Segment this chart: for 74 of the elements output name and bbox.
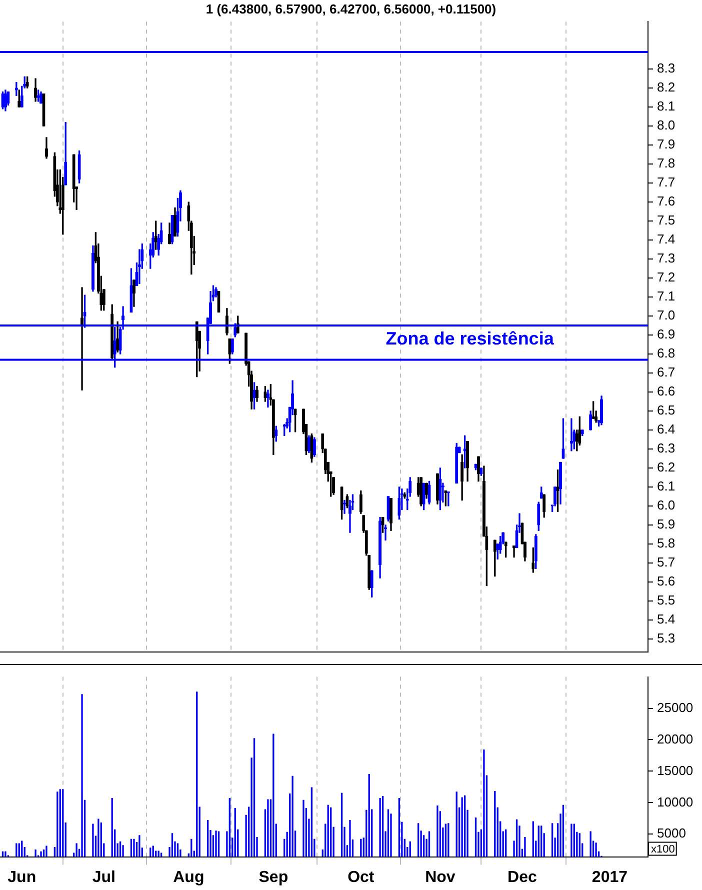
candlestick <box>389 498 393 531</box>
y-tick-label: 25000 <box>657 700 694 715</box>
y-tick-label: 5.4 <box>657 611 676 626</box>
y-tick-label: 7.9 <box>657 136 676 152</box>
y-tick-label: 5.7 <box>657 554 676 570</box>
y-tick-label: 10000 <box>657 794 694 810</box>
y-tick-label: 5.5 <box>657 592 676 608</box>
y-tick-label: 6.6 <box>657 384 676 399</box>
y-tick-label: 8.1 <box>657 98 676 114</box>
y-tick-label: 6.8 <box>657 346 676 361</box>
x-tick-label: Sep <box>258 868 288 886</box>
y-tick-label: 6.3 <box>657 440 676 456</box>
x-tick-label: Aug <box>173 868 204 886</box>
y-tick-label: 8.3 <box>657 60 676 76</box>
x-tick-label: Jul <box>92 868 116 886</box>
candlestick <box>359 490 362 514</box>
y-tick-label: 5.8 <box>657 536 676 551</box>
y-tick-label: 7.7 <box>657 174 676 190</box>
x-tick-label: Dec <box>508 868 537 886</box>
y-tick-label: 5.6 <box>657 574 676 588</box>
x-tick-label: 2017 <box>592 868 628 886</box>
candlestick <box>217 290 220 313</box>
y-tick-label: 5.3 <box>657 630 676 646</box>
candlestick <box>340 486 344 520</box>
y-tick-label: 6.2 <box>657 460 676 475</box>
candlestick <box>228 338 232 364</box>
y-axis-title: x100 <box>651 843 675 856</box>
x-tick-label: Nov <box>425 868 456 886</box>
y-tick-label: 6.7 <box>657 364 676 380</box>
candlestick <box>425 482 428 499</box>
candlestick <box>542 494 546 518</box>
y-tick-label: 5.9 <box>657 516 676 532</box>
candlestick <box>493 540 496 577</box>
candlestick <box>556 470 560 512</box>
y-tick-label: 15000 <box>657 762 694 778</box>
y-tick-label: 7.4 <box>657 232 676 247</box>
candlestick <box>42 93 46 126</box>
y-tick-label: 7.1 <box>657 288 676 304</box>
y-tick-label: 7.8 <box>657 156 676 171</box>
candlestick <box>403 492 406 499</box>
y-tick-label: 20000 <box>657 731 694 746</box>
candlestick <box>264 386 267 402</box>
x-tick-label: Jun <box>8 868 36 886</box>
y-tick-label: 7.3 <box>657 250 676 266</box>
candlestick <box>420 477 423 506</box>
candlestick <box>332 477 336 495</box>
chart-title: 1 (6.43800, 6.57900, 6.42700, 6.56000, +0.11500) <box>206 1 496 16</box>
candlestick <box>310 433 314 463</box>
candlestick <box>294 408 297 432</box>
y-tick-label: 8.0 <box>657 118 676 133</box>
ref-line-label: Zona de resistência <box>386 328 555 348</box>
y-tick-label: 6.4 <box>657 422 676 437</box>
y-tick-label: 6.9 <box>657 326 676 342</box>
candlestick <box>154 220 158 250</box>
y-tick-label: 7.6 <box>657 194 676 209</box>
candlestick <box>532 547 535 573</box>
y-tick-label: 7.0 <box>657 308 676 323</box>
candlestick <box>476 456 480 482</box>
y-tick-label: 6.1 <box>657 478 676 494</box>
y-tick-label: 6.0 <box>657 498 676 513</box>
candlestick <box>466 441 470 482</box>
y-tick-label: 6.5 <box>657 402 676 418</box>
x-tick-label: Oct <box>348 868 375 886</box>
y-tick-label: 7.2 <box>657 270 676 285</box>
y-tick-label: 5000 <box>657 826 686 841</box>
candlestick <box>504 542 508 558</box>
candlestick <box>26 76 29 88</box>
candlestick <box>436 473 439 504</box>
candlestick <box>324 448 327 474</box>
candlestick <box>173 207 177 237</box>
candlestick <box>368 555 371 590</box>
y-tick-label: 8.2 <box>657 80 676 95</box>
y-tick-label: 7.5 <box>657 212 676 228</box>
candlestick <box>346 494 349 508</box>
